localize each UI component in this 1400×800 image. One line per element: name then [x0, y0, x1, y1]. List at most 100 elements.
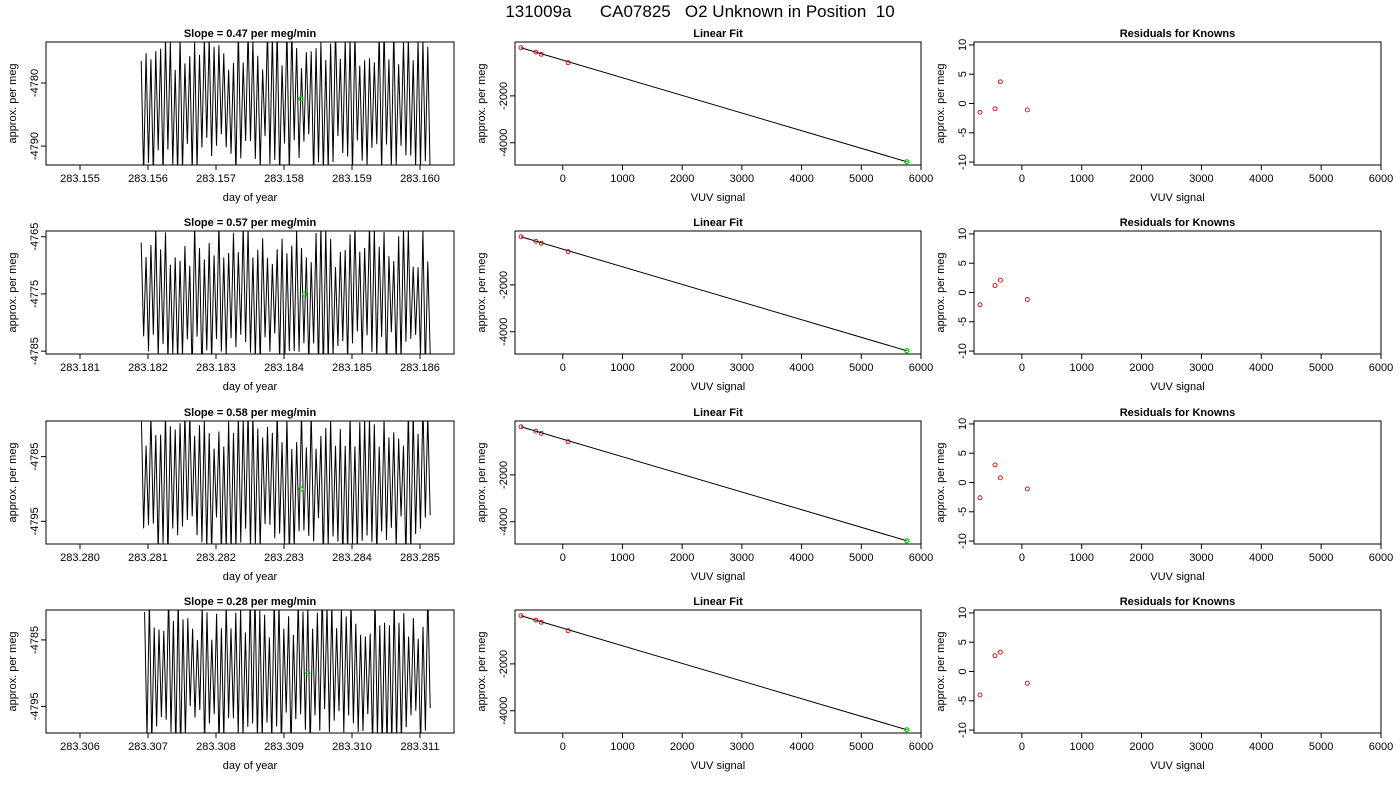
- residual-point: [977, 302, 983, 308]
- x-tick-label: 6000: [1369, 741, 1393, 753]
- x-tick-label: 283.281: [128, 552, 168, 564]
- x-axis-label: day of year: [223, 192, 278, 204]
- page-title: 131009a CA07825 O2 Unknown in Position 1…: [505, 2, 895, 21]
- chart-title: Residuals for Knowns: [1120, 596, 1236, 608]
- known-point: [533, 428, 539, 434]
- x-tick-label: 3000: [1189, 741, 1213, 753]
- plot-frame: [973, 230, 1382, 355]
- known-point: [565, 439, 571, 445]
- plot-frame: [973, 41, 1382, 166]
- known-point: [565, 249, 571, 255]
- x-tick-label: 283.184: [264, 362, 304, 374]
- plot-frame: [973, 609, 1382, 734]
- residual-point: [1024, 297, 1030, 302]
- plot-area: [977, 79, 1030, 115]
- unknown-marker: [298, 96, 304, 102]
- x-axis-label: VUV signal: [691, 381, 745, 393]
- x-tick-label: 1000: [610, 173, 634, 185]
- x-tick-label: 5000: [1309, 741, 1333, 753]
- y-tick-label: -2000: [498, 271, 510, 299]
- linear-fit-chart-row-3: Linear Fit 0 1000 2000 3000 4000 5000 6000 -2000…: [476, 407, 933, 583]
- y-tick-label: 10: [957, 607, 969, 619]
- y-axis-label: approx. per meg: [7, 631, 19, 711]
- x-axis-label: VUV signal: [1150, 760, 1204, 772]
- y-tick-label: 0: [957, 668, 969, 674]
- x-axis-label: VUV signal: [691, 760, 745, 772]
- y-axis-label: approx. per meg: [476, 252, 488, 332]
- x-tick-label: 0: [1019, 552, 1025, 564]
- x-tick-label: 4000: [1249, 173, 1273, 185]
- known-point: [518, 234, 524, 240]
- x-tick-label: 1000: [1069, 173, 1093, 185]
- x-tick-label: 4000: [789, 173, 813, 185]
- residual-point: [1024, 107, 1030, 113]
- x-tick-label: 1000: [610, 552, 634, 564]
- residual-point: [1024, 680, 1030, 686]
- plot-area: [977, 649, 1030, 698]
- x-tick-label: 283.160: [400, 173, 440, 185]
- y-axis-label: approx. per meg: [476, 63, 488, 143]
- x-tick-label: 5000: [849, 552, 873, 564]
- plot-frame: [514, 41, 922, 166]
- x-tick-label: 5000: [849, 362, 873, 374]
- x-axis-label: VUV signal: [1150, 381, 1204, 393]
- x-tick-label: 5000: [849, 741, 873, 753]
- fit-line: [520, 236, 907, 352]
- residual-point: [997, 649, 1003, 655]
- residuals-chart-row-3: Residuals for Knowns 0 1000 2000 3000 4000 500…: [935, 407, 1393, 583]
- x-tick-label: 6000: [909, 552, 933, 564]
- known-point: [533, 49, 539, 55]
- known-point: [565, 60, 571, 66]
- x-tick-label: 283.308: [196, 741, 236, 753]
- x-tick-label: 6000: [1369, 173, 1393, 185]
- chart-title: Linear Fit: [693, 28, 743, 40]
- chart-title: Slope = 0.58 per meg/min: [184, 407, 317, 419]
- plot-area: [977, 277, 1030, 308]
- linear-fit-chart-row-2: Linear Fit 0 1000 2000 3000 4000 5000 6000 -2000…: [476, 217, 933, 393]
- plot-frame: [45, 609, 455, 734]
- unknown-point: [904, 159, 910, 165]
- chart-title: Residuals for Knowns: [1120, 217, 1236, 229]
- x-tick-label: 283.283: [264, 552, 304, 564]
- x-axis-label: day of year: [223, 381, 278, 393]
- known-point: [518, 45, 524, 51]
- x-tick-label: 283.183: [196, 362, 236, 374]
- x-tick-label: 4000: [789, 552, 813, 564]
- x-tick-label: 5000: [1309, 552, 1333, 564]
- y-axis-label: approx. per meg: [935, 442, 947, 522]
- plot-area: [518, 45, 910, 165]
- x-axis-label: VUV signal: [1150, 192, 1204, 204]
- known-point: [565, 628, 571, 634]
- known-point: [518, 424, 524, 430]
- y-tick-label: 10: [957, 228, 969, 240]
- unknown-marker: [301, 291, 307, 297]
- x-tick-label: 6000: [1369, 362, 1393, 374]
- linear-fit-chart-row-4: Linear Fit 0 1000 2000 3000 4000 5000 6000 -2000…: [476, 596, 933, 772]
- y-tick-label: -5: [957, 317, 969, 327]
- y-tick-label: 5: [957, 639, 969, 645]
- y-tick-label: -4775: [29, 280, 41, 308]
- x-tick-label: 283.306: [60, 741, 100, 753]
- chart-title: Slope = 0.57 per meg/min: [184, 217, 317, 229]
- x-tick-label: 3000: [730, 741, 754, 753]
- y-tick-label: -10: [957, 722, 969, 738]
- y-tick-label: -4765: [29, 223, 41, 251]
- residuals-chart-row-2: Residuals for Knowns 0 1000 2000 3000 4000 500…: [935, 217, 1393, 393]
- chart-title: Slope = 0.47 per meg/min: [184, 28, 317, 40]
- x-tick-label: 0: [1019, 741, 1025, 753]
- x-tick-label: 5000: [1309, 173, 1333, 185]
- x-tick-label: 5000: [849, 173, 873, 185]
- plot-area: [518, 424, 910, 544]
- y-tick-label: -4795: [29, 692, 41, 720]
- fit-line: [520, 47, 907, 163]
- x-tick-label: 283.182: [128, 362, 168, 374]
- y-tick-label: -4785: [29, 443, 41, 471]
- x-tick-label: 2000: [1129, 173, 1153, 185]
- x-tick-label: 283.282: [196, 552, 236, 564]
- x-tick-label: 283.285: [400, 552, 440, 564]
- plot-frame: [45, 230, 455, 355]
- unknown-point: [904, 727, 910, 733]
- y-axis-label: approx. per meg: [7, 63, 19, 143]
- x-tick-label: 283.156: [128, 173, 168, 185]
- y-tick-label: -4000: [498, 697, 510, 725]
